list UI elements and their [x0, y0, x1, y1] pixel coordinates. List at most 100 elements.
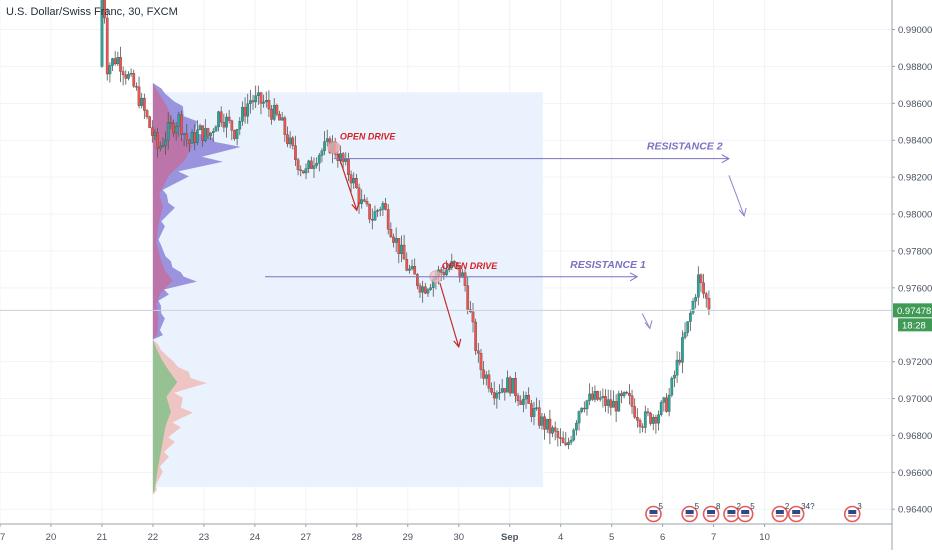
- candle: [325, 129, 329, 147]
- candle-body: [408, 268, 411, 271]
- candle: [203, 119, 207, 143]
- candle-body: [262, 101, 265, 104]
- event-flag-canton: [792, 510, 801, 514]
- open-drive-arrowhead: [351, 202, 360, 212]
- candle-body: [548, 418, 552, 434]
- y-tick-label: 0.97200: [898, 357, 932, 368]
- candle-body: [233, 130, 236, 139]
- open-drive-marker: [327, 141, 341, 155]
- candle-body: [665, 397, 668, 412]
- candle: [355, 173, 358, 189]
- candle: [198, 123, 202, 131]
- candle-body: [164, 139, 167, 146]
- candle-body: [543, 416, 546, 430]
- y-tick-label: 0.99000: [898, 25, 932, 36]
- candle-body: [145, 110, 149, 117]
- candle-body: [347, 158, 350, 175]
- candle-body: [638, 420, 642, 427]
- candle: [609, 389, 613, 416]
- candle: [105, 8, 109, 81]
- candle: [532, 401, 536, 426]
- candle-body: [172, 122, 175, 134]
- candle: [362, 194, 366, 203]
- candle-body: [121, 71, 125, 76]
- candle: [211, 128, 215, 142]
- candle: [370, 208, 374, 230]
- candle: [559, 428, 562, 447]
- candle-body: [508, 377, 512, 394]
- candle-body: [476, 350, 480, 354]
- candle-body: [673, 375, 676, 379]
- y-tick-label: 0.98600: [898, 99, 932, 110]
- candle-body: [506, 377, 509, 393]
- candle: [132, 69, 136, 88]
- candle: [217, 110, 220, 132]
- candle: [630, 389, 634, 414]
- candle: [188, 138, 191, 153]
- candle: [572, 428, 576, 442]
- candle-body: [315, 163, 318, 166]
- candle: [590, 386, 594, 402]
- candle-body: [442, 272, 446, 276]
- candle-body: [492, 392, 496, 399]
- candle-body: [283, 117, 287, 135]
- candle-body: [275, 105, 279, 115]
- candlestick-series: [100, 0, 711, 450]
- event-flag-canton: [727, 510, 736, 514]
- candle-body: [294, 145, 297, 160]
- candle-body: [503, 388, 507, 393]
- candle: [681, 330, 684, 374]
- candle: [238, 117, 242, 136]
- candle: [156, 127, 159, 158]
- candle-body: [384, 203, 387, 210]
- candle-body: [129, 73, 133, 75]
- candle: [172, 119, 175, 138]
- candle: [575, 420, 578, 436]
- candle: [352, 172, 356, 189]
- candle-body: [670, 378, 674, 396]
- open-drive-arrowhead: [453, 338, 462, 349]
- candle: [177, 111, 181, 137]
- candle: [384, 198, 387, 211]
- candle-body: [482, 369, 485, 379]
- countdown-label: 18:28: [902, 320, 926, 331]
- candle-body: [323, 141, 326, 152]
- current-price-label: 0.97478: [897, 306, 931, 317]
- candle: [386, 204, 390, 235]
- candle: [476, 343, 480, 363]
- x-tick-label: 6: [660, 532, 665, 543]
- candle-body: [678, 359, 682, 363]
- projection-arrow: [728, 175, 745, 217]
- candle-body: [169, 122, 173, 124]
- event-count: 2: [785, 502, 790, 511]
- candle-body: [588, 393, 591, 401]
- candle-body: [675, 359, 679, 376]
- candle-body: [400, 244, 403, 255]
- candle: [230, 119, 234, 141]
- candle: [667, 387, 671, 417]
- candle: [421, 280, 425, 303]
- candle-body: [177, 114, 181, 127]
- candle-body: [580, 407, 584, 412]
- candle-body: [355, 178, 358, 188]
- open-drive-label: OPEN DRIVE: [340, 132, 397, 142]
- x-tick-label: 23: [199, 532, 210, 543]
- candle: [280, 112, 284, 121]
- candle: [596, 390, 599, 401]
- candle-body: [116, 57, 120, 65]
- candle-body: [429, 287, 432, 290]
- candle: [254, 85, 258, 109]
- candle-body: [564, 442, 568, 446]
- candle-body: [612, 401, 615, 408]
- candle: [405, 252, 409, 272]
- candle-body: [516, 395, 520, 402]
- event-count: 5: [750, 502, 755, 511]
- candle: [699, 273, 703, 293]
- candle: [272, 98, 276, 122]
- x-tick-label: 17: [0, 532, 5, 543]
- x-tick-label: 27: [301, 532, 312, 543]
- candle: [707, 290, 711, 316]
- x-tick-label: 29: [402, 532, 413, 543]
